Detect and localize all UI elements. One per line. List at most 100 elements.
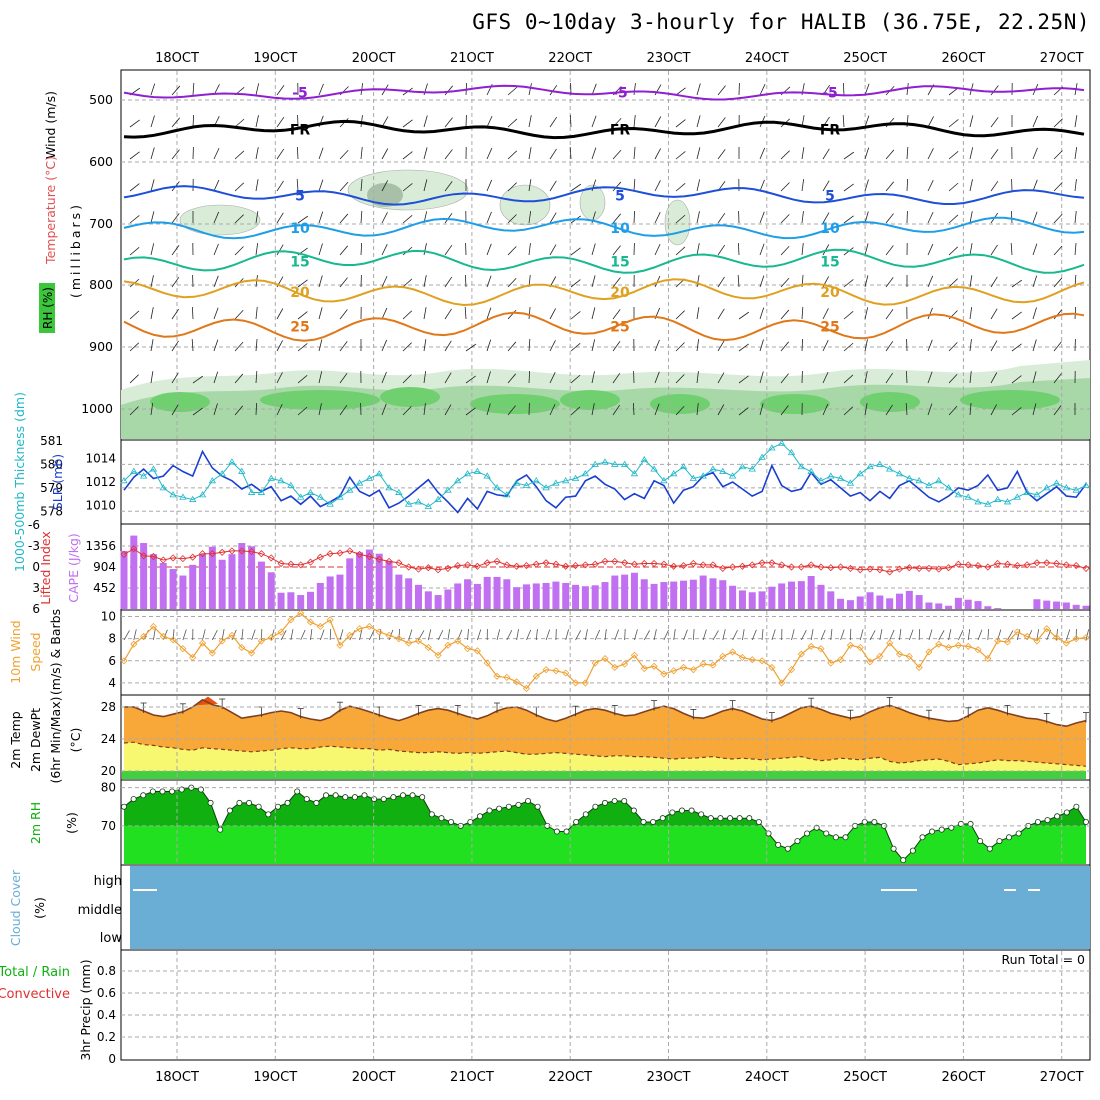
cape-bar [817, 584, 825, 609]
wind-speed-point [120, 657, 128, 665]
wind-barb [360, 179, 363, 192]
lifted-index-point [542, 559, 550, 567]
wind-barb-10m [202, 629, 206, 641]
wind-barb [822, 116, 830, 128]
top-date-label: 27OCT [1040, 51, 1084, 66]
wind-barb [885, 149, 895, 160]
precip-tick-label: 0.4 [97, 1008, 116, 1022]
cape-bar [876, 595, 884, 609]
wind-barb-10m [859, 629, 864, 641]
top-date-label: 20OCT [352, 51, 396, 66]
wind-barb [339, 341, 348, 352]
cape-bar [630, 572, 638, 609]
cape-bar [503, 579, 511, 609]
wind-barb [864, 371, 868, 384]
slp-label: SLP (mb) [50, 454, 65, 510]
cape-bar [680, 580, 688, 609]
wind-barb [486, 115, 493, 128]
wind-speed-point [797, 650, 805, 658]
wind-barb [591, 115, 597, 128]
wind-barb [339, 309, 348, 320]
lifted-index-point [395, 559, 403, 567]
wind-barb [654, 212, 661, 224]
cape-bar [464, 579, 472, 609]
cloud-panel: high middle low [78, 864, 1091, 951]
wind-barb [570, 406, 581, 416]
wind-barb [318, 211, 324, 224]
top-date-label: 22OCT [548, 51, 592, 66]
slp-tick-label: 1014 [85, 452, 116, 466]
wind-barb [717, 244, 726, 256]
upper-y-ticks: 500 600 700 800 900 1000 [81, 92, 113, 416]
thickness-point [287, 481, 295, 488]
lifted-index-point [532, 560, 540, 568]
wind-barb [990, 276, 998, 288]
rh2m-point [948, 824, 955, 831]
wind-barb [402, 278, 413, 288]
wind-barb [486, 371, 491, 384]
upper-mb-label: (millibars) [68, 202, 83, 298]
thickness-point [444, 486, 452, 493]
rh2m-point [342, 794, 349, 801]
wind-barb [150, 179, 155, 192]
wind-speed-point [1023, 632, 1031, 641]
wind-barb-10m [673, 629, 676, 641]
lifted-index-point [601, 557, 609, 565]
wind-barb [948, 182, 959, 192]
thickness-point [149, 465, 158, 472]
isotherm-label: -5 [822, 86, 838, 102]
rh2m-point [1015, 830, 1022, 837]
rh2m-point [178, 786, 185, 793]
wind-barb [717, 149, 726, 160]
cape-bar [208, 546, 216, 609]
cape-bar [277, 592, 285, 609]
rh2m-point [832, 834, 839, 841]
wind-barb-10m [712, 630, 719, 641]
wind-barb [318, 179, 324, 192]
wind-barb [864, 179, 869, 192]
run-total: Run Total = 0 [1001, 952, 1085, 967]
wind-barb [864, 243, 869, 256]
wind-barb [570, 311, 581, 320]
wind-barb-10m [359, 629, 363, 641]
rh2m-point [736, 815, 743, 822]
wind-barb [528, 147, 532, 160]
wind-barb [276, 372, 283, 384]
wind-barb [318, 275, 323, 288]
lifted-tick-label: 0 [32, 560, 40, 574]
wind-barb [780, 405, 789, 416]
wind-speed-point [689, 666, 697, 674]
precip-frame [120, 949, 1091, 1061]
thickness-point [552, 479, 560, 486]
thickness-point [532, 477, 540, 484]
wind-label-2: Speed [28, 632, 43, 671]
wind-barb [507, 86, 518, 96]
wind-barb [1011, 375, 1022, 384]
wind-barb [969, 147, 974, 160]
cape-bar [748, 592, 756, 609]
wind-speed-point [346, 631, 354, 639]
pressure-tick-label: 800 [89, 277, 113, 292]
cape-panel: -6 -3 0 3 6 452 904 1356 [28, 518, 1091, 616]
lifted-index-point [149, 552, 158, 561]
cape-bar [984, 606, 992, 609]
wind-tick-label: 10 [101, 610, 116, 624]
wind-barb [129, 151, 140, 160]
wind-barb [360, 115, 363, 128]
wind-barb [318, 403, 322, 416]
wind-barb [1074, 211, 1077, 224]
wind-barb [234, 118, 245, 128]
wind-barb [843, 342, 854, 352]
cape-bar [954, 597, 962, 609]
wind-barb [528, 83, 532, 96]
wind-barb [1010, 243, 1013, 256]
wind-barb [549, 180, 557, 192]
wind-barb [234, 341, 244, 352]
wind-barb [633, 147, 636, 160]
lifted-index-point [876, 566, 884, 574]
wind-barb-10m [614, 629, 619, 641]
wind-speed-point [994, 637, 1002, 645]
wind-barb-10m [977, 629, 983, 641]
wind-barb [864, 211, 869, 224]
wind-barb [780, 277, 790, 288]
